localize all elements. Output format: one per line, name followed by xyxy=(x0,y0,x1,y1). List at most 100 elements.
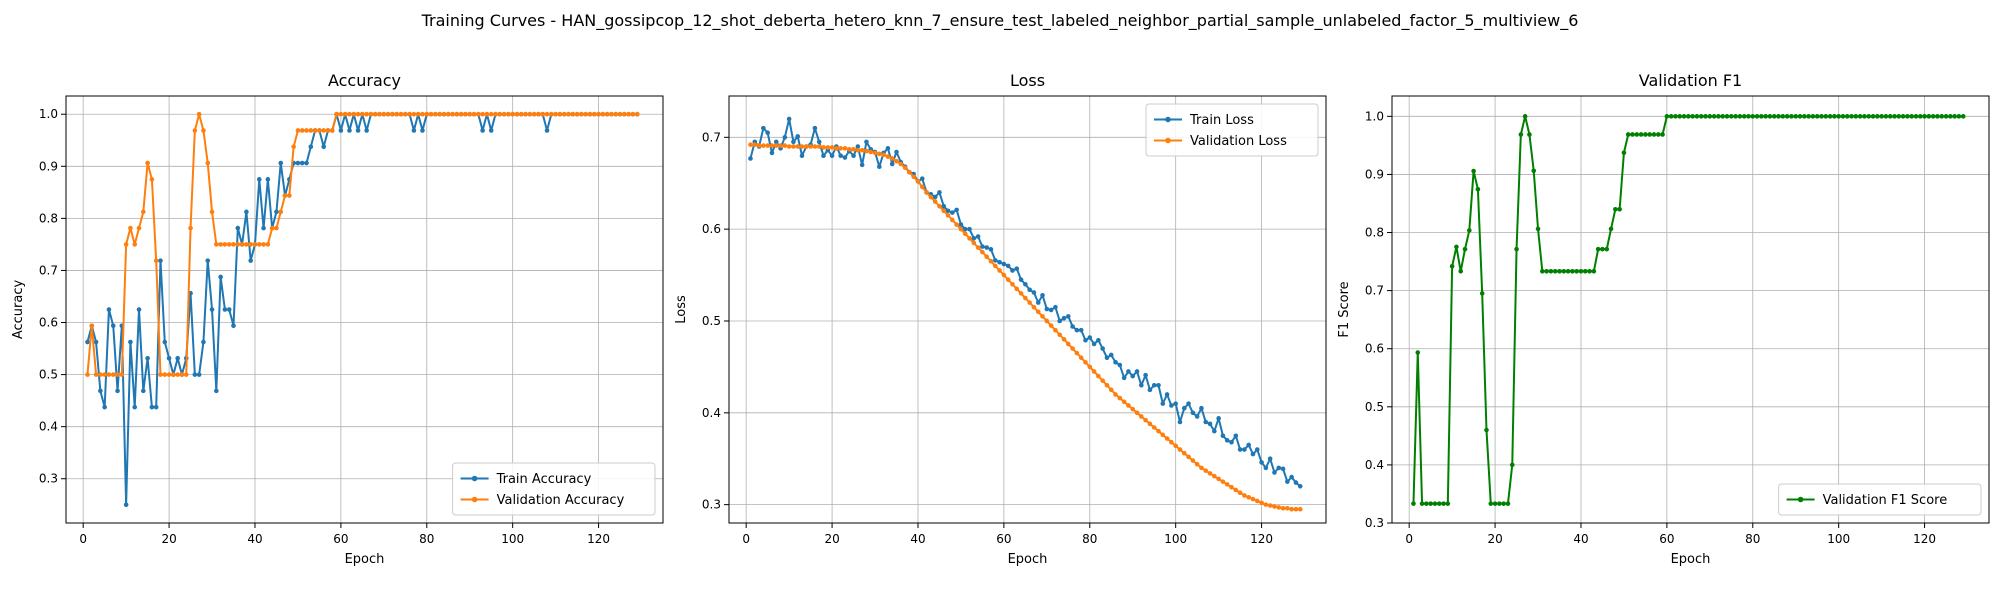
data-point xyxy=(1428,501,1433,506)
data-point xyxy=(1454,244,1459,250)
data-point xyxy=(317,128,322,133)
data-point xyxy=(196,372,202,377)
data-point xyxy=(1681,114,1687,119)
x-tick-label: 60 xyxy=(996,532,1011,546)
data-point xyxy=(1832,114,1837,119)
data-point xyxy=(1212,473,1217,479)
y-tick-label: 0.7 xyxy=(39,263,58,277)
validation-f1-chart: 0 20 40 60 80 100 120 0.3 0.4 0.5 0.6 0.7 0.8 0.9 1.0 V… xyxy=(1337,71,1990,567)
data-point xyxy=(1840,114,1846,119)
data-point xyxy=(209,209,215,215)
data-point xyxy=(1604,246,1610,252)
data-point xyxy=(549,111,554,117)
data-point xyxy=(252,242,258,247)
data-point xyxy=(1297,483,1303,489)
data-point xyxy=(1557,268,1562,274)
data-point xyxy=(222,307,228,312)
legend-item-validation-loss: Validation Loss xyxy=(1154,134,1287,149)
data-point xyxy=(1108,352,1114,358)
data-point xyxy=(1259,460,1264,465)
data-point xyxy=(98,388,103,394)
y-tick-label: 0.9 xyxy=(39,159,58,173)
data-point xyxy=(214,242,219,247)
data-point xyxy=(799,153,805,158)
data-point xyxy=(838,153,843,158)
data-point xyxy=(1703,114,1708,119)
data-point xyxy=(1053,304,1058,310)
data-point xyxy=(244,209,249,215)
data-point xyxy=(1061,315,1067,321)
data-point xyxy=(761,143,766,148)
data-point xyxy=(390,111,395,117)
y-tick-label: 0.3 xyxy=(1365,516,1384,530)
data-point xyxy=(1475,186,1481,192)
data-point xyxy=(1285,479,1290,484)
data-point xyxy=(829,153,835,158)
data-point xyxy=(786,144,792,149)
data-point xyxy=(634,111,640,117)
data-point xyxy=(851,146,856,152)
data-point xyxy=(269,225,275,231)
data-point xyxy=(1190,410,1196,416)
data-point xyxy=(347,111,352,117)
data-point xyxy=(1497,501,1502,506)
data-point xyxy=(476,111,481,117)
data-point xyxy=(1181,405,1187,411)
y-tick-label: 0.8 xyxy=(1365,226,1384,240)
series-line xyxy=(750,143,1301,511)
data-point xyxy=(1289,474,1294,480)
data-point xyxy=(1199,405,1204,411)
data-point xyxy=(808,144,813,149)
data-point xyxy=(523,111,528,117)
data-point xyxy=(583,111,588,117)
data-point xyxy=(1078,355,1084,361)
data-point xyxy=(265,177,271,182)
data-point xyxy=(945,213,951,218)
data-point xyxy=(1066,341,1071,347)
data-point xyxy=(992,263,998,269)
data-point xyxy=(765,130,770,136)
data-point xyxy=(1194,461,1200,467)
data-point xyxy=(1229,484,1234,490)
data-point xyxy=(816,144,822,149)
data-point xyxy=(617,111,623,117)
data-point xyxy=(1113,360,1118,365)
data-point xyxy=(338,111,344,117)
y-tick-label: 0.3 xyxy=(39,472,58,486)
data-point xyxy=(967,226,972,232)
data-point xyxy=(829,145,835,150)
x-tick-label: 40 xyxy=(1573,532,1588,546)
data-point xyxy=(1767,114,1773,119)
data-point xyxy=(566,111,571,117)
legend-item-train-loss: Train Loss xyxy=(1154,113,1254,128)
x-tick-label: 20 xyxy=(824,532,839,546)
data-point xyxy=(945,208,951,214)
data-point xyxy=(1229,439,1234,445)
data-point xyxy=(1802,114,1807,119)
data-point xyxy=(1066,314,1071,319)
data-point xyxy=(782,143,788,148)
data-point xyxy=(1130,406,1136,412)
data-point xyxy=(1411,501,1416,506)
data-point xyxy=(769,150,775,156)
data-point xyxy=(1224,482,1230,487)
data-point xyxy=(501,111,507,117)
data-point xyxy=(1883,114,1889,119)
data-point xyxy=(381,111,387,117)
data-point xyxy=(1074,327,1080,333)
data-point xyxy=(889,161,895,167)
data-point xyxy=(85,372,90,377)
data-point xyxy=(145,355,150,361)
x-axis-label: Epoch xyxy=(1671,552,1711,567)
data-point xyxy=(1250,496,1256,502)
data-point xyxy=(1870,114,1876,119)
y-tick-label: 0.5 xyxy=(702,314,721,328)
data-point xyxy=(205,160,211,166)
x-tick-label: 20 xyxy=(1487,532,1502,546)
data-point xyxy=(1853,114,1859,119)
data-point xyxy=(1224,438,1230,443)
data-point xyxy=(377,111,382,117)
data-point xyxy=(110,372,116,377)
data-point xyxy=(1471,168,1476,174)
data-point xyxy=(235,242,241,247)
